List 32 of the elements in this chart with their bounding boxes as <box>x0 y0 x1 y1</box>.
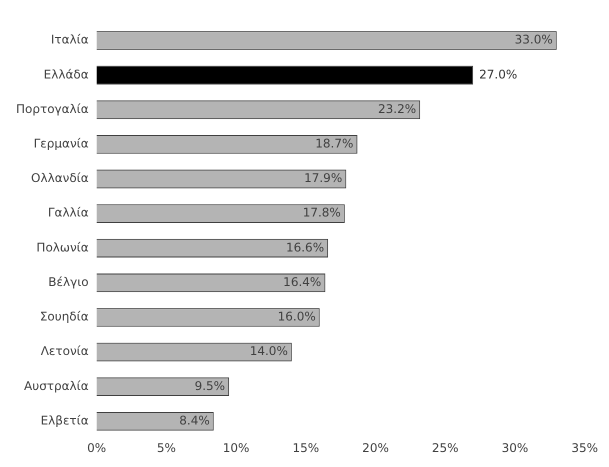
x-tick-label: 0% <box>87 440 106 455</box>
y-tick-label: Λετονία <box>40 344 89 358</box>
x-tick-label: 15% <box>292 440 320 455</box>
y-tick-label: Σουηδία <box>40 310 89 324</box>
x-tick-label: 20% <box>362 440 389 455</box>
data-label: 9.5% <box>194 378 226 393</box>
x-tick-label: 10% <box>222 440 250 455</box>
data-label: 17.8% <box>302 206 341 220</box>
data-label: 8.4% <box>179 413 210 428</box>
x-tick-label: 25% <box>432 440 459 455</box>
y-tick-label: Γαλλία <box>48 206 89 220</box>
x-tick-label: 5% <box>156 440 176 455</box>
y-tick-label: Ιταλία <box>50 32 89 47</box>
y-tick-label: Πολωνία <box>36 240 89 254</box>
data-label: 17.9% <box>304 171 342 186</box>
y-tick-label: Γερμανία <box>34 136 89 150</box>
data-label: 18.7% <box>315 136 354 150</box>
data-label: 23.2% <box>378 102 416 116</box>
data-label: 16.6% <box>286 240 324 254</box>
y-tick-label: Αυστραλία <box>24 378 89 393</box>
y-tick-label: Βέλγιο <box>48 274 89 289</box>
y-tick-label: Ολλανδία <box>31 171 89 186</box>
data-label: 27.0% <box>479 67 518 82</box>
x-tick-label: 30% <box>502 440 528 455</box>
data-label: 33.0% <box>514 32 553 47</box>
data-label: 16.0% <box>278 310 316 324</box>
data-label: 16.4% <box>283 274 322 289</box>
y-tick-label: Ελβετία <box>40 413 89 428</box>
data-label: 14.0% <box>250 344 288 358</box>
y-tick-label: Ελλάδα <box>44 67 89 82</box>
y-tick-label: Πορτογαλία <box>16 102 89 116</box>
x-tick-label: 35% <box>571 440 598 455</box>
